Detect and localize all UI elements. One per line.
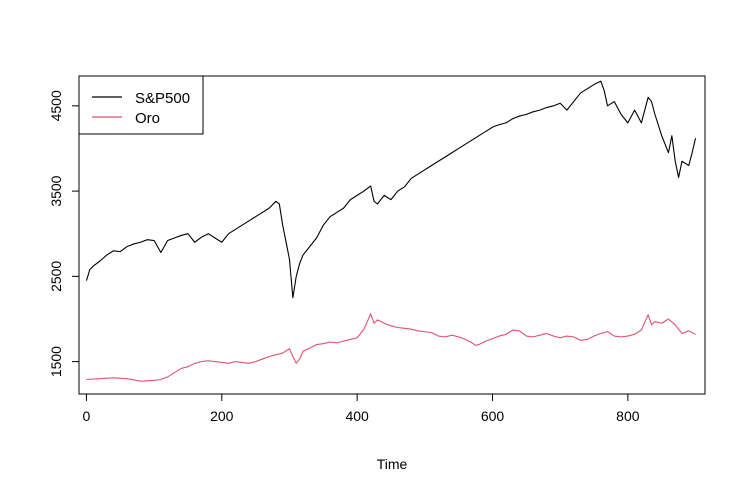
x-axis-title: Time <box>377 456 408 472</box>
y-tick-label: 2500 <box>48 261 64 292</box>
x-tick-label: 800 <box>616 408 640 424</box>
x-axis: 0 200 400 600 800 <box>83 393 640 424</box>
y-tick-label: 1500 <box>48 346 64 377</box>
y-tick-label: 3500 <box>48 175 64 206</box>
series-layer <box>85 80 697 382</box>
x-tick-label: 200 <box>210 408 234 424</box>
legend-label-sp500: S&P500 <box>135 90 190 107</box>
x-tick-label: 600 <box>481 408 505 424</box>
x-tick-label: 400 <box>345 408 369 424</box>
legend-label-oro: Oro <box>135 110 160 127</box>
y-axis: 1500 2500 3500 4500 <box>48 90 80 377</box>
series-line-sp500 <box>85 80 697 299</box>
y-tick-label: 4500 <box>48 90 64 121</box>
x-tick-label: 0 <box>83 408 91 424</box>
legend-box <box>78 75 204 135</box>
series-line-oro <box>86 313 696 382</box>
legend: S&P500 Oro <box>78 75 204 135</box>
